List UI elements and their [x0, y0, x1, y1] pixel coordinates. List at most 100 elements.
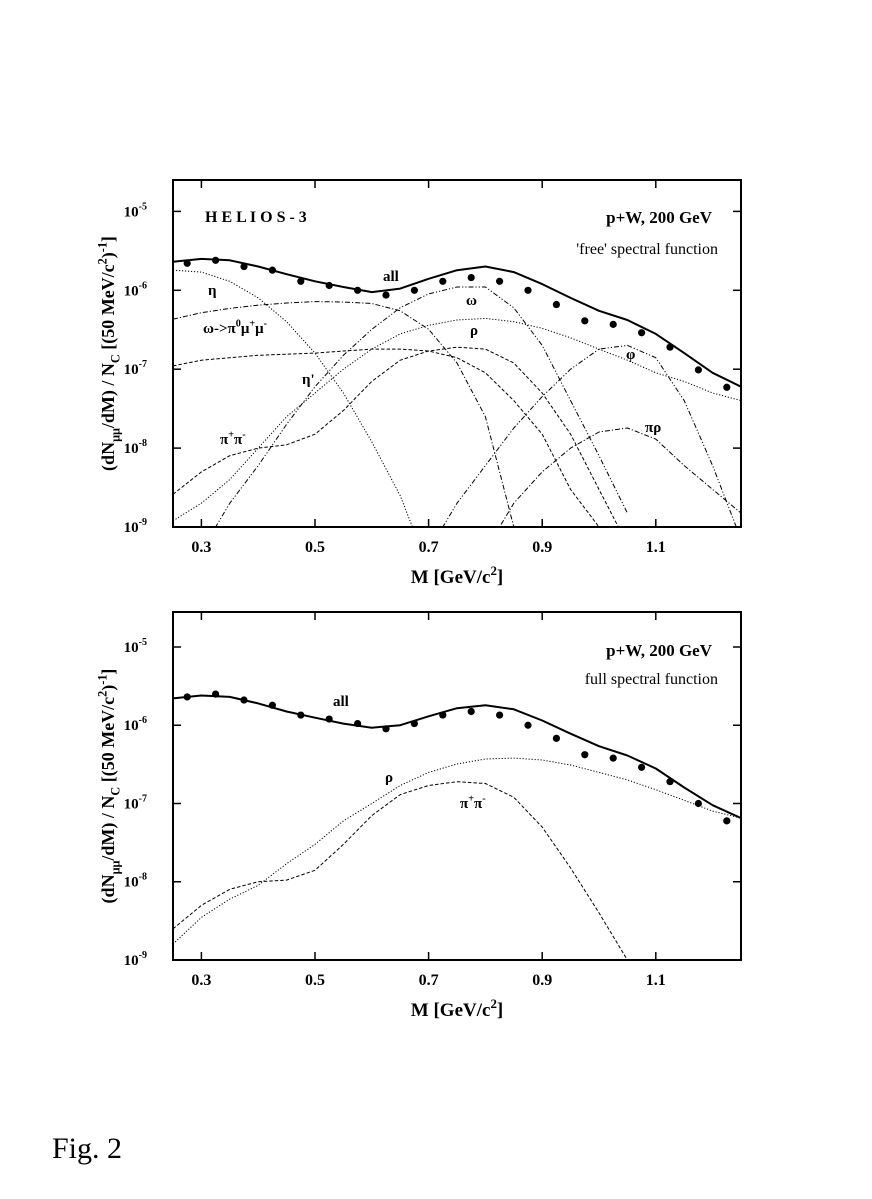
curve-label: ρ [385, 770, 393, 786]
tick-base: 10 [124, 640, 139, 656]
text-part: π [220, 432, 229, 448]
text-part: /dM) / N [98, 363, 119, 429]
tick-base: 10 [124, 718, 139, 734]
data-point [410, 719, 418, 728]
tick-base: 10 [124, 441, 139, 457]
data-point [581, 317, 589, 325]
text-part: - [242, 430, 246, 441]
curve-label: η' [302, 372, 315, 388]
curve-label: φ [626, 347, 635, 363]
text-part: -1 [95, 242, 109, 252]
text-part: ω->π [203, 321, 237, 337]
text-part: (dN [98, 874, 119, 903]
text-part: π [474, 796, 483, 812]
text-part: φ [626, 347, 635, 363]
y-axis-label: (dNμμ/dM) / NC [(50 MeV/c2)-1] [95, 236, 122, 471]
x-tick-label: 1.1 [646, 972, 666, 989]
data-point [382, 725, 390, 733]
x-tick-label: 0.5 [305, 972, 325, 989]
data-point [496, 277, 504, 285]
curves [173, 257, 741, 527]
data-point [609, 754, 617, 762]
text-part: μμ [108, 861, 122, 875]
text-part: all [383, 269, 399, 285]
x-tick-label: 0.7 [419, 539, 439, 556]
data-point [666, 343, 674, 351]
text-part: ] [497, 567, 503, 588]
text-part: η [208, 283, 217, 299]
data-point [723, 383, 731, 391]
y-tick-label: 10-7 [124, 359, 147, 378]
data-point [268, 266, 276, 274]
annotation: H E L I O S - 3 [205, 209, 307, 226]
data-point [410, 286, 418, 294]
annotation: full spectral function [585, 671, 718, 688]
text-part: (dN [98, 442, 119, 471]
data-point [609, 320, 617, 328]
tick-base: 10 [124, 520, 139, 536]
curve [173, 301, 515, 527]
annotation: p+W, 200 GeV [606, 641, 713, 660]
text-part: π [234, 432, 243, 448]
data-point [439, 277, 447, 285]
y-tick-label: 10-6 [124, 280, 147, 299]
tick-base: 10 [124, 204, 139, 220]
text-part: -1 [95, 675, 109, 685]
y-axis-label: (dNμμ/dM) / NC [(50 MeV/c2)-1] [95, 669, 122, 904]
curve-label: all [383, 269, 399, 285]
text-part: ] [497, 1000, 503, 1021]
annotation: p+W, 200 GeV [606, 208, 713, 227]
curve-label: η [208, 283, 217, 299]
tick-base: 10 [124, 362, 139, 378]
tick-base: 10 [124, 875, 139, 891]
text-part: M [GeV/c [411, 1000, 491, 1021]
curve [173, 694, 741, 820]
data-point [382, 291, 390, 299]
text-part: ) [98, 252, 119, 258]
text-part: πρ [645, 420, 661, 436]
text-part: 2 [95, 691, 109, 697]
tick-base: 10 [124, 953, 139, 969]
curve [442, 344, 737, 527]
data-point [212, 690, 220, 698]
data-point [212, 256, 220, 264]
curve-label: ω [466, 293, 477, 309]
text-part: /dM) / N [98, 796, 119, 862]
data-point [439, 711, 447, 719]
tick-exp: -7 [139, 359, 147, 370]
data-point [268, 701, 276, 709]
data-point [524, 286, 532, 294]
data-point [694, 366, 703, 374]
data-point [467, 273, 475, 282]
text-part: ] [98, 669, 118, 675]
curve [173, 317, 741, 522]
plot-frame [172, 179, 742, 528]
text-part: π [460, 796, 469, 812]
data-point [297, 277, 305, 285]
data-point [325, 715, 333, 723]
text-part: 0 [236, 319, 241, 330]
y-tick-label: 10-8 [124, 438, 147, 457]
tick-exp: -6 [139, 715, 147, 726]
text-part: ρ [385, 770, 393, 786]
tick-exp: -5 [139, 201, 147, 212]
text-part: ] [98, 236, 118, 242]
x-tick-label: 0.9 [532, 539, 552, 556]
caption: Fig. 2 [52, 1132, 122, 1165]
tick-exp: -8 [139, 438, 147, 449]
text-part: [(50 MeV/c [98, 264, 119, 354]
text-part: ω [466, 293, 477, 309]
text-part: μ [255, 321, 264, 337]
tick-exp: -7 [139, 793, 147, 804]
text-part: μ [241, 321, 250, 337]
curve [173, 257, 741, 388]
text-part: all [333, 694, 349, 710]
y-tick-label: 10-8 [124, 872, 147, 891]
annotation: 'free' spectral function [576, 241, 718, 258]
data-point [552, 300, 561, 309]
x-tick-label: 0.9 [532, 972, 552, 989]
data-point [552, 734, 561, 742]
text-part: C [108, 354, 122, 363]
curve-label: π+π- [460, 794, 486, 812]
